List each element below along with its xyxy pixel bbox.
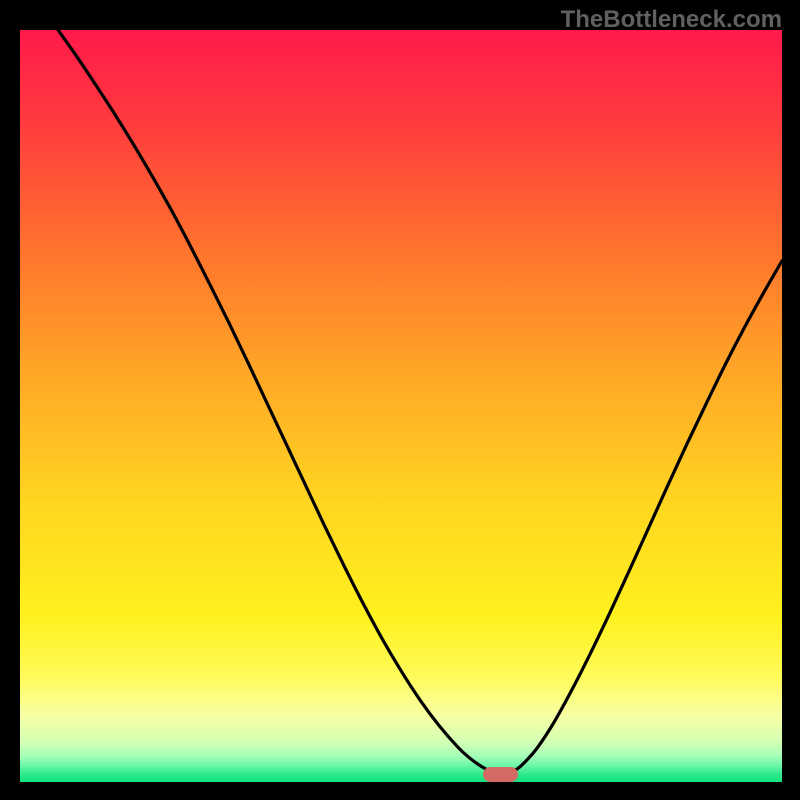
bottleneck-curve <box>20 30 782 782</box>
plot-area <box>20 30 782 782</box>
chart-container: TheBottleneck.com <box>0 0 800 800</box>
watermark-text: TheBottleneck.com <box>561 6 782 34</box>
valley-marker <box>483 767 518 782</box>
